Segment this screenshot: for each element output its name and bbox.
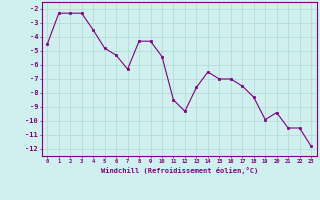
X-axis label: Windchill (Refroidissement éolien,°C): Windchill (Refroidissement éolien,°C) <box>100 167 258 174</box>
